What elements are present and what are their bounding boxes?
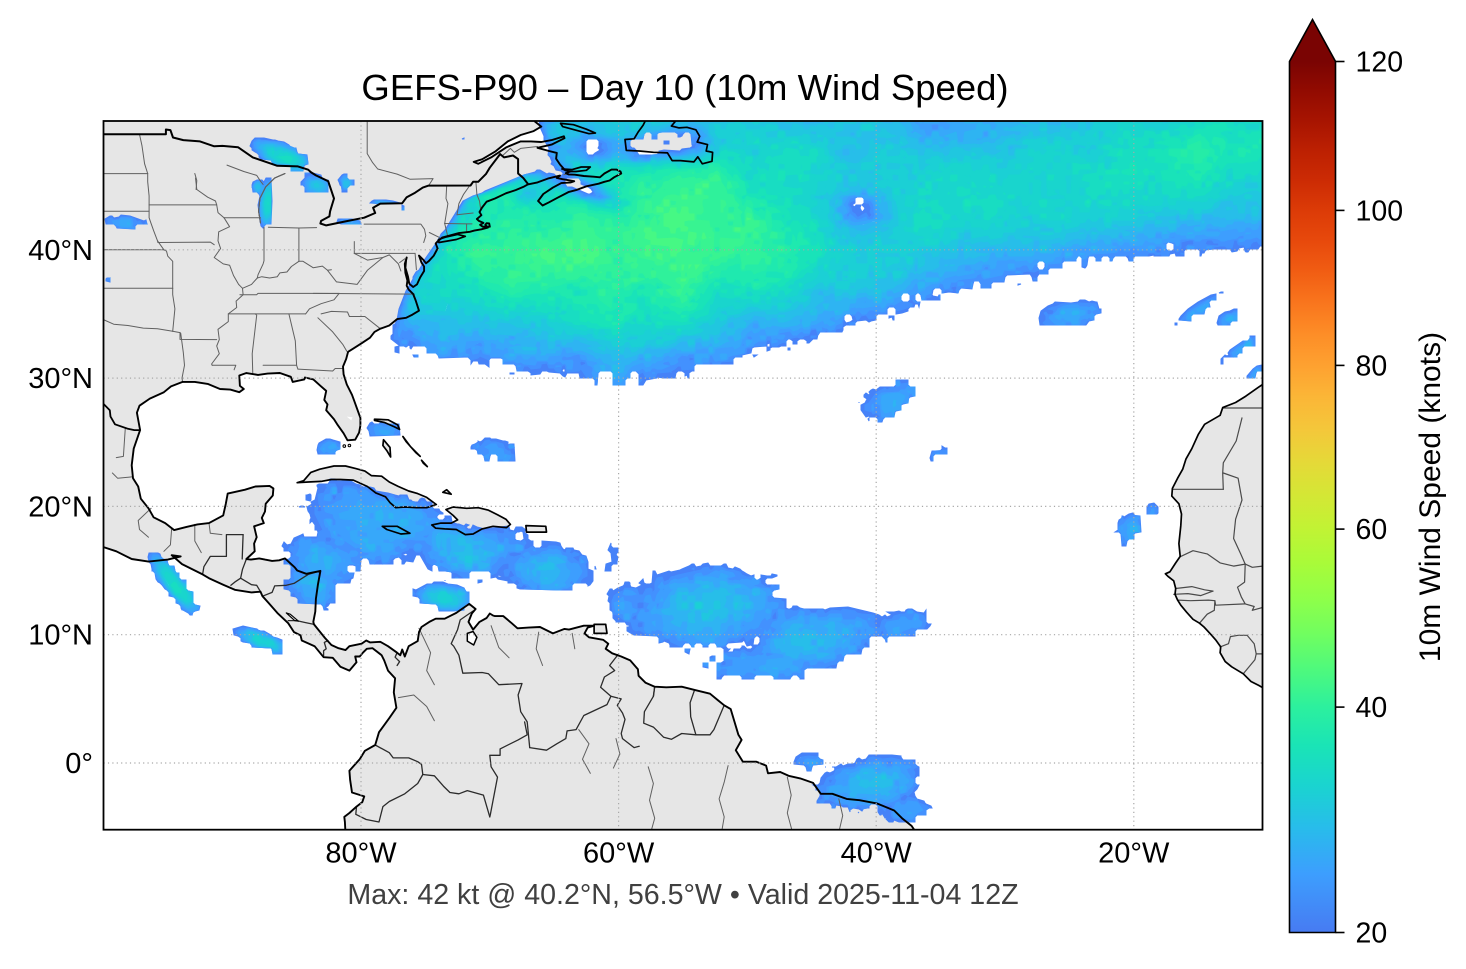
svg-text:120: 120 bbox=[1356, 47, 1404, 79]
svg-text:100: 100 bbox=[1356, 195, 1404, 227]
svg-text:40°W: 40°W bbox=[841, 838, 913, 870]
svg-text:80: 80 bbox=[1356, 350, 1388, 382]
svg-text:80°W: 80°W bbox=[325, 838, 397, 870]
svg-text:20°N: 20°N bbox=[28, 491, 93, 523]
svg-text:40°N: 40°N bbox=[28, 235, 93, 267]
svg-text:GEFS-P90 – Day 10 (10m Wind Sp: GEFS-P90 – Day 10 (10m Wind Speed) bbox=[361, 67, 1008, 108]
svg-text:40: 40 bbox=[1356, 692, 1388, 724]
svg-text:60: 60 bbox=[1356, 514, 1388, 546]
svg-text:20: 20 bbox=[1356, 918, 1388, 950]
svg-text:Max: 42 kt @ 40.2°N, 56.5°W •: Max: 42 kt @ 40.2°N, 56.5°W • Valid 2025… bbox=[347, 879, 1018, 911]
svg-text:60°W: 60°W bbox=[583, 838, 655, 870]
svg-text:0°: 0° bbox=[65, 748, 93, 780]
svg-text:10°N: 10°N bbox=[28, 620, 93, 652]
svg-text:20°W: 20°W bbox=[1098, 838, 1170, 870]
svg-text:10m Wind Speed (knots): 10m Wind Speed (knots) bbox=[1414, 332, 1447, 662]
svg-text:30°N: 30°N bbox=[28, 363, 93, 395]
